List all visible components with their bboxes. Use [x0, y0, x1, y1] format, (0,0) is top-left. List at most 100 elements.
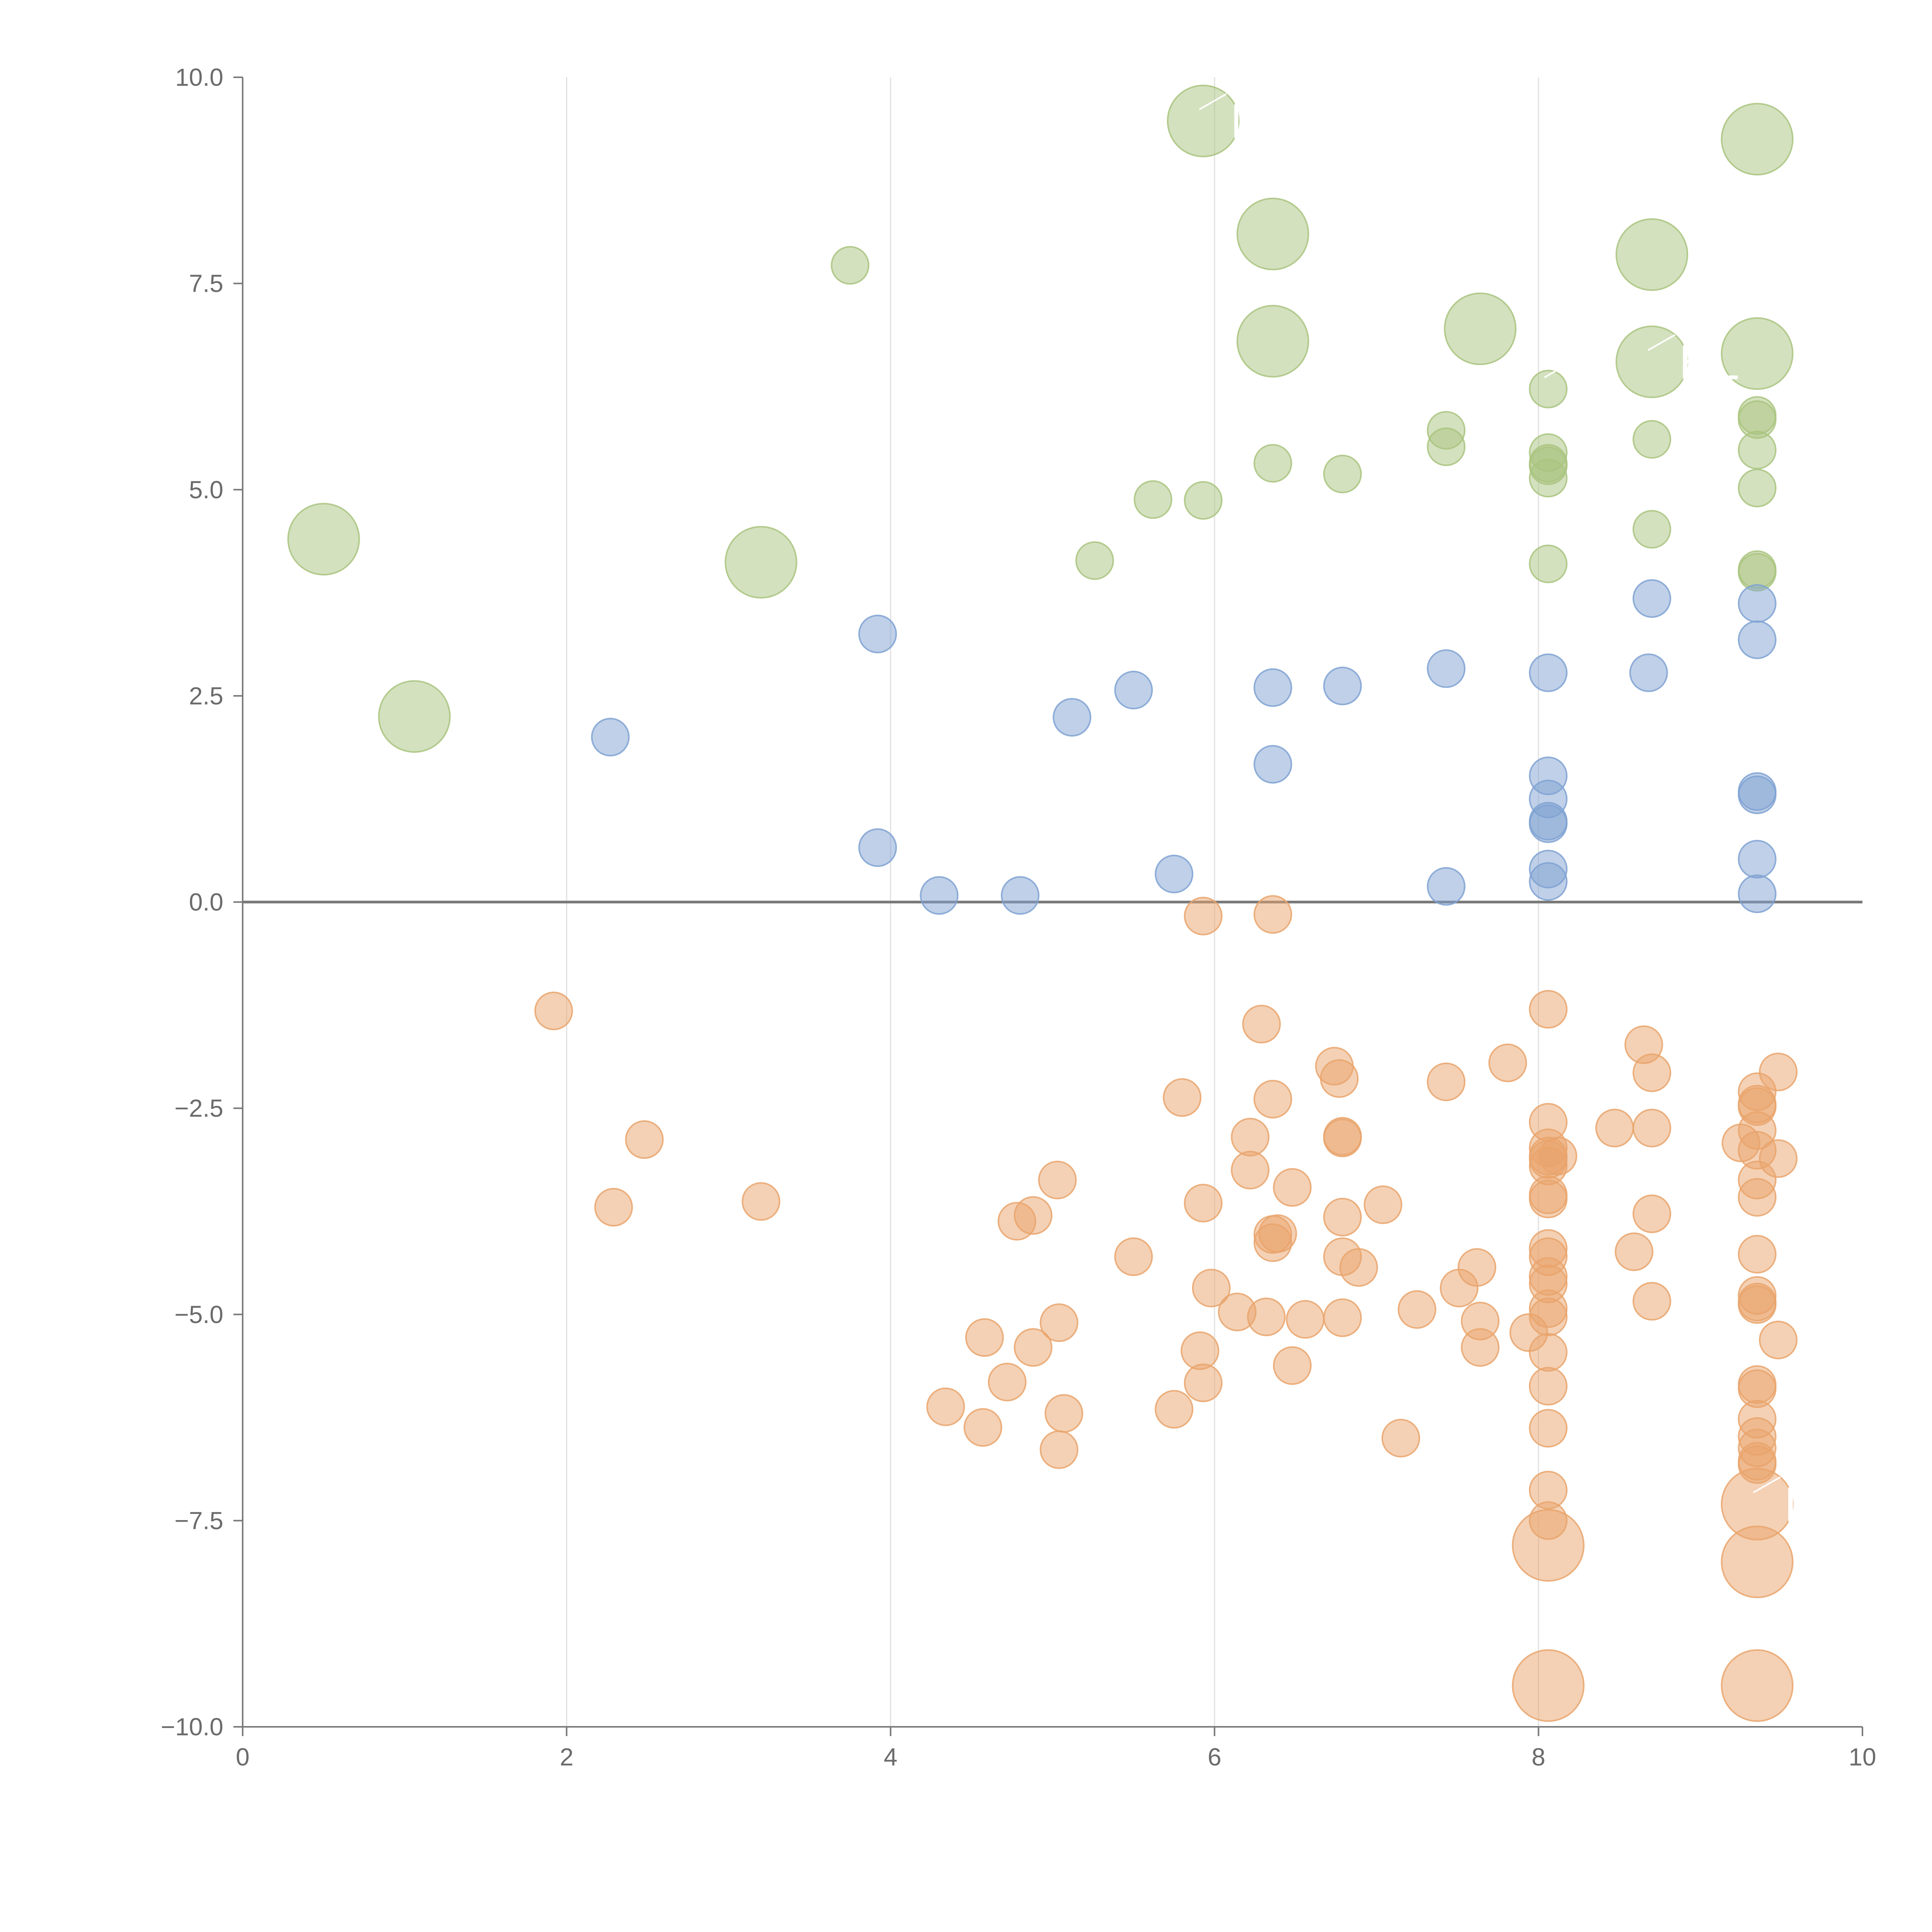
data-point: [858, 828, 897, 867]
point-label: S: [1575, 362, 1608, 417]
data-point: [1529, 459, 1568, 498]
x-tick-label: 8: [1532, 1743, 1546, 1771]
data-point: [1323, 454, 1362, 493]
data-point: [1114, 1237, 1153, 1276]
data-point: [1075, 541, 1114, 580]
data-point: [1320, 1059, 1359, 1098]
data-point: [1529, 990, 1568, 1029]
data-point: [1738, 776, 1777, 815]
data-point: [1258, 1214, 1297, 1253]
data-point: [858, 614, 897, 653]
y-tick-label: 0.0: [189, 888, 223, 916]
data-point: [1323, 667, 1362, 706]
data-point: [1529, 804, 1568, 843]
data-point: [1253, 444, 1293, 483]
data-point: [625, 1120, 664, 1159]
data-point: [1488, 1043, 1527, 1082]
data-point: [1014, 1328, 1053, 1367]
data-point: [831, 246, 869, 285]
data-point: [926, 1387, 965, 1426]
data-point: [1538, 1136, 1577, 1175]
y-tick-label: 5.0: [189, 476, 223, 503]
data-point: [1236, 305, 1310, 378]
y-tick-label: −7.5: [175, 1507, 223, 1534]
data-point: [1286, 1300, 1325, 1339]
data-point: [1614, 1232, 1653, 1271]
data-point: [1167, 85, 1240, 158]
data-points: [287, 85, 1798, 1722]
point-label: LV: [1784, 1477, 1841, 1532]
data-point: [1180, 1331, 1219, 1370]
data-point: [1529, 653, 1568, 692]
data-point: [1458, 1248, 1497, 1287]
data-point: [1184, 1363, 1223, 1402]
data-point: [1721, 1649, 1794, 1722]
data-point: [287, 503, 360, 576]
data-point: [1364, 1185, 1403, 1224]
data-point: [1721, 1526, 1794, 1599]
data-point: [742, 1182, 781, 1221]
data-point: [1184, 481, 1223, 520]
x-tick-label: 6: [1208, 1743, 1221, 1771]
data-point: [1184, 896, 1223, 935]
data-point: [1529, 1409, 1568, 1448]
data-point: [534, 992, 573, 1031]
y-tick-label: −5.0: [175, 1301, 223, 1328]
data-point: [1155, 1390, 1194, 1429]
point-labels: MX S EL LV: [1199, 93, 1841, 1532]
data-point: [1323, 1117, 1362, 1156]
data-point: [1633, 420, 1672, 459]
data-point: [1529, 1298, 1568, 1337]
data-point: [1231, 1151, 1270, 1190]
data-point: [1253, 1080, 1293, 1119]
label-leader-line: [1544, 361, 1572, 378]
data-point: [1427, 427, 1466, 466]
data-point: [1039, 1430, 1078, 1469]
data-point: [1461, 1328, 1500, 1367]
data-point: [1633, 510, 1672, 549]
data-point: [1114, 670, 1153, 709]
data-point: [1273, 1168, 1312, 1207]
data-point: [1629, 653, 1668, 692]
x-tick-label: 2: [560, 1743, 574, 1771]
data-point: [1053, 698, 1092, 737]
data-point: [1155, 854, 1194, 893]
data-point: [1759, 1320, 1798, 1359]
data-point: [1633, 1109, 1672, 1148]
data-point: [1014, 1196, 1053, 1235]
data-point: [1323, 1197, 1362, 1236]
y-tick-label: −2.5: [175, 1094, 223, 1122]
data-point: [1253, 895, 1293, 934]
data-point: [1616, 325, 1689, 398]
data-point: [1398, 1290, 1437, 1329]
data-point: [1253, 668, 1293, 707]
data-point: [1529, 1367, 1568, 1406]
data-point: [1039, 1303, 1078, 1342]
data-point: [1184, 1184, 1223, 1223]
data-point: [1721, 103, 1794, 176]
data-point: [1529, 544, 1568, 583]
data-point: [1759, 1139, 1798, 1178]
data-point: [1231, 1117, 1270, 1156]
data-point: [1738, 840, 1777, 879]
data-point: [1738, 620, 1777, 659]
data-point: [1427, 867, 1466, 906]
data-point: [1633, 579, 1672, 618]
data-point: [1044, 1394, 1083, 1433]
data-point: [1738, 874, 1777, 913]
data-point: [591, 718, 630, 757]
data-point: [1512, 1649, 1585, 1722]
point-label: MX: [1230, 94, 1304, 149]
data-point: [724, 526, 798, 599]
data-point: [1595, 1109, 1634, 1148]
data-point: [1001, 876, 1040, 915]
data-point: [1738, 430, 1777, 469]
x-tick-label: 4: [884, 1743, 898, 1771]
data-point: [1738, 468, 1777, 507]
data-point: [1759, 1053, 1798, 1092]
data-point: [1529, 369, 1568, 408]
data-point: [1381, 1418, 1420, 1458]
data-point: [1242, 1005, 1281, 1044]
tick-marks: 0 2 4 6 8 10 10.0 7.5 5.0 2.5 0.0 −2.5 −5.0 −7.5 −10.0: [161, 63, 1876, 1771]
